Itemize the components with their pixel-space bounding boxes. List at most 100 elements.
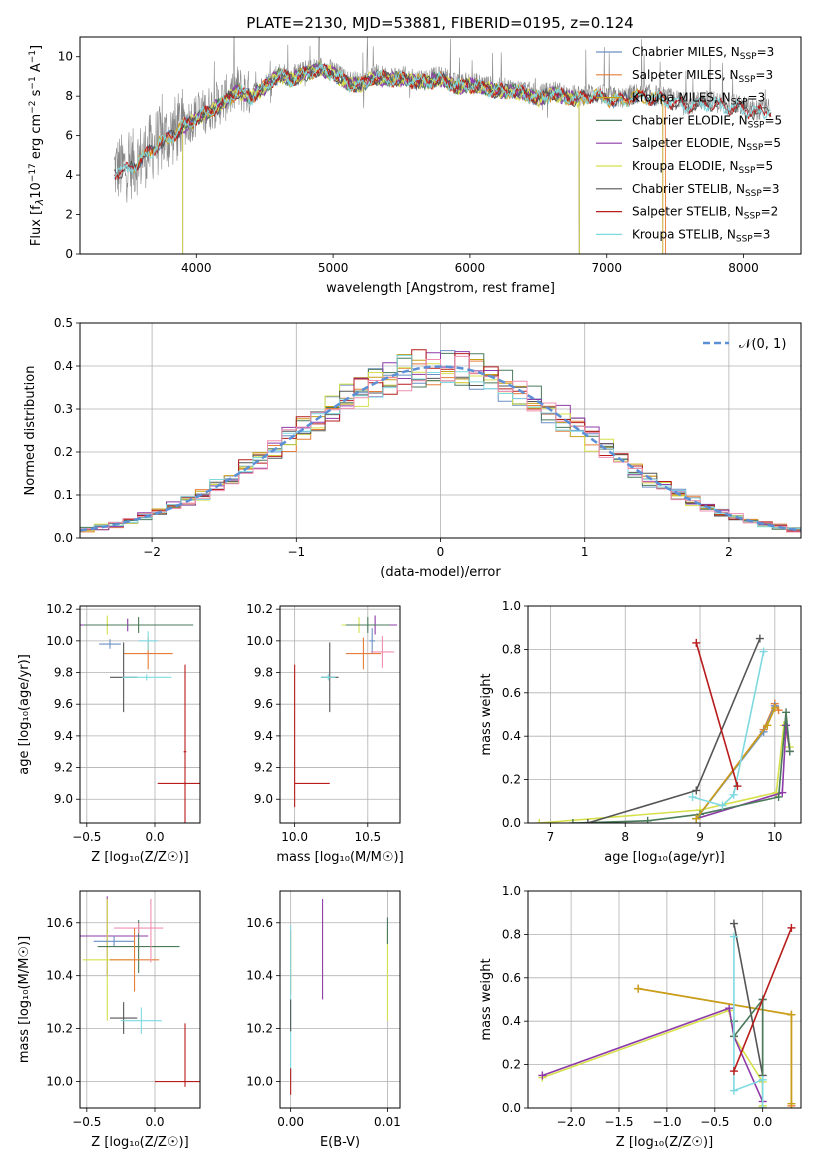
- age-mass-ytick-label: 9.4: [254, 729, 273, 743]
- spectrum-legend-label: Chabrier ELODIE, NSSP=5: [632, 113, 782, 130]
- mass-Z-xtick-label: −0.5: [72, 1115, 101, 1129]
- residuals-xlabel: (data-model)/error: [380, 565, 501, 580]
- mass-weight-Z-marker: [787, 1010, 796, 1019]
- mass-weight-Z-marker: [758, 1104, 767, 1108]
- residuals-ytick-label: 0.0: [54, 531, 73, 545]
- mass-weight-Z-marker: [725, 1004, 734, 1013]
- mass-weight-age-marker: [763, 721, 772, 730]
- mass-weight-Z-marker: [729, 1086, 738, 1095]
- mass-weight-Z-xtick-label: −1.5: [604, 1115, 633, 1129]
- mass-weight-Z-series-salpeter-elodie: [542, 1007, 764, 1102]
- age-Z-ylabel: age [log₁₀(age/yr)]: [17, 654, 32, 775]
- spectrum-xtick-label: 7000: [591, 261, 622, 275]
- spectrum-legend-label: Kroupa MILES, NSSP=3: [632, 91, 765, 108]
- age-mass-xlabel: mass [log₁₀(M/M☉)]: [276, 850, 403, 865]
- age-Z-xlabel: Z [log₁₀(Z/Z☉)]: [91, 850, 188, 865]
- mass-weight-Z-marker: [538, 1071, 547, 1080]
- mass-weight-age-axes: 7 8 9 10 0.0 0.2 0.4 0.6 0.8 1.0 age [log₁₀(age/yr…: [479, 599, 801, 865]
- mass-weight-Z-xtick-label: −0.5: [700, 1115, 729, 1129]
- mass-weight-Z-marker: [758, 1075, 767, 1084]
- mass-weight-age-marker: [770, 703, 779, 712]
- spectrum-legend-label: Kroupa ELODIE, NSSP=5: [632, 159, 773, 176]
- age-Z-errorbar: [84, 617, 194, 633]
- mass-weight-age-marker: [718, 801, 727, 810]
- mass-weight-Z-xtick-label: −1.0: [652, 1115, 681, 1129]
- mass-weight-Z-ytick-label: 0.2: [502, 1058, 521, 1072]
- mass-weight-Z-marker: [787, 1099, 796, 1108]
- mass-weight-Z-xtick-label: −2.0: [557, 1115, 586, 1129]
- mass-weight-Z-frame: [527, 890, 802, 1109]
- mass-EBV-ytick-label: 10.6: [246, 916, 273, 930]
- mass-Z-ylabel: mass [log₁₀(M/M☉)]: [17, 936, 32, 1063]
- mass-weight-age-ytick-label: 0.4: [502, 729, 521, 743]
- mass-weight-age-marker: [688, 792, 697, 801]
- age-mass-errorbar: [369, 628, 376, 654]
- spectrum-ytick-label: 6: [65, 129, 73, 143]
- residuals-ytick-label: 0.2: [54, 445, 73, 459]
- residuals-xtick-label: 1: [581, 545, 589, 559]
- mass-weight-Z-ylabel: mass weight: [479, 958, 494, 1040]
- mass-EBV-xtick-label: 0.00: [277, 1115, 304, 1129]
- mass-weight-age-ytick-label: 1.0: [502, 599, 521, 613]
- age-mass-ytick-label: 9.8: [254, 666, 273, 680]
- mass-weight-age-xlabel: age [log₁₀(age/yr)]: [604, 850, 725, 865]
- mass-weight-age-ytick-label: 0.0: [502, 816, 521, 830]
- spectrum-ytick-label: 4: [65, 168, 73, 182]
- mass-weight-age-marker: [785, 747, 794, 756]
- mass-weight-age-marker: [692, 638, 701, 647]
- mass-weight-Z-marker: [729, 932, 738, 941]
- mass-weight-age-marker: [692, 814, 701, 823]
- mass-weight-age-ytick-label: 0.6: [502, 686, 521, 700]
- spectrum-axes: 4000 5000 6000 7000 8000 0 2 4 6 8 10 wavelength [A…: [58, 50, 759, 296]
- age-Z-ytick-label: 9.8: [54, 666, 73, 680]
- mass-Z-errorbar: [120, 1007, 162, 1034]
- mass-weight-Z-ytick-label: 0.6: [502, 971, 521, 985]
- residuals-xtick-label: 0: [437, 545, 445, 559]
- age-mass-ytick-label: 9.0: [254, 792, 273, 806]
- age-mass-axes: 10.0 10.5 9.0 9.2 9.4 9.6 9.8 10.0 10.2 mass [log…: [246, 602, 403, 865]
- mass-EBV-frame: [279, 890, 401, 1109]
- age-Z-errorbar: [138, 631, 158, 651]
- mass-weight-age-marker: [759, 647, 768, 656]
- mass-weight-age-marker: [782, 721, 791, 730]
- mass-weight-age-frame: [527, 605, 802, 824]
- mass-Z-axes: −0.5 0.0 10.0 10.2 10.4 10.6 Z [log₁₀(Z/Z☉)] ma…: [17, 891, 200, 1150]
- mass-weight-age-xtick-label: 7: [547, 830, 555, 844]
- spectrum-legend-label: Chabrier MILES, NSSP=3: [632, 45, 774, 62]
- mass-weight-age-series-chabrier-elodie: [572, 712, 791, 823]
- residuals-ylabel: Normed distribution: [23, 366, 38, 496]
- age-mass-xtick-label: 10.0: [281, 830, 308, 844]
- spectrum-ytick-label: 0: [65, 247, 73, 261]
- mass-EBV-ytick-label: 10.0: [246, 1075, 273, 1089]
- mass-weight-age-ylabel: mass weight: [479, 673, 494, 755]
- mass-Z-ytick-label: 10.4: [46, 969, 73, 983]
- residuals-hist-pink: [80, 355, 801, 533]
- age-Z-ytick-label: 9.0: [54, 792, 73, 806]
- spectrum-ytick-label: 2: [65, 208, 73, 222]
- mass-weight-Z-marker: [634, 984, 643, 993]
- spectrum-frame: [79, 36, 802, 255]
- mass-weight-Z-marker: [787, 923, 796, 932]
- age-Z-ytick-label: 9.2: [54, 761, 73, 775]
- spectrum-xlabel: wavelength [Angstrom, rest frame]: [326, 281, 555, 296]
- mass-Z-errorbar: [93, 935, 135, 947]
- mass-Z-ytick-label: 10.6: [46, 916, 73, 930]
- age-mass-ytick-label: 9.6: [254, 697, 273, 711]
- residuals-ytick-label: 0.3: [54, 402, 73, 416]
- age-mass-ytick-label: 9.2: [254, 761, 273, 775]
- mass-EBV-ytick-label: 10.4: [246, 969, 273, 983]
- spectrum-legend-label: Salpeter ELODIE, NSSP=5: [632, 136, 781, 153]
- mass-weight-age-ytick-label: 0.2: [502, 773, 521, 787]
- mass-weight-Z-marker: [729, 1067, 738, 1076]
- age-Z-errorbar: [99, 639, 121, 649]
- mass-weight-Z-series-salpeter-stelib: [733, 927, 793, 1072]
- spectrum-ytick-label: 8: [65, 89, 73, 103]
- age-mass-frame: [279, 605, 401, 824]
- residuals-ytick-label: 0.1: [54, 488, 73, 502]
- mass-weight-age-series-salpeter-stelib: [695, 642, 739, 787]
- mass-Z-xtick-label: 0.0: [145, 1115, 164, 1129]
- mass-weight-Z-xtick-label: 0.0: [753, 1115, 772, 1129]
- mass-weight-age-series-kroupa-stelib: [692, 651, 765, 807]
